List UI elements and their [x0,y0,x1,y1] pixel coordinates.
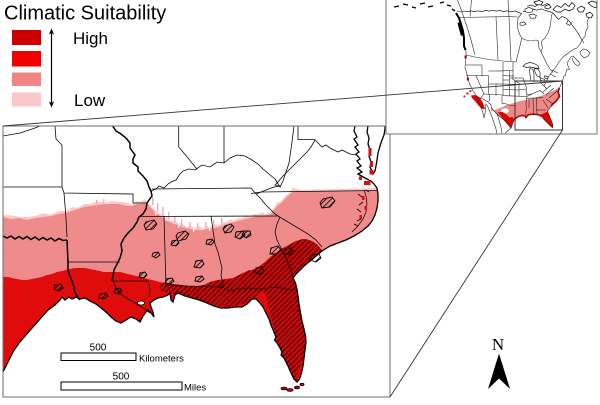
svg-text:Kilometers: Kilometers [139,354,184,365]
svg-text:N: N [492,335,504,354]
svg-text:High: High [73,29,108,48]
svg-text:500: 500 [113,372,130,383]
svg-text:Miles: Miles [184,383,206,394]
svg-text:Climatic Suitability: Climatic Suitability [4,3,166,25]
svg-text:Low: Low [74,91,106,110]
svg-text:500: 500 [90,343,107,354]
